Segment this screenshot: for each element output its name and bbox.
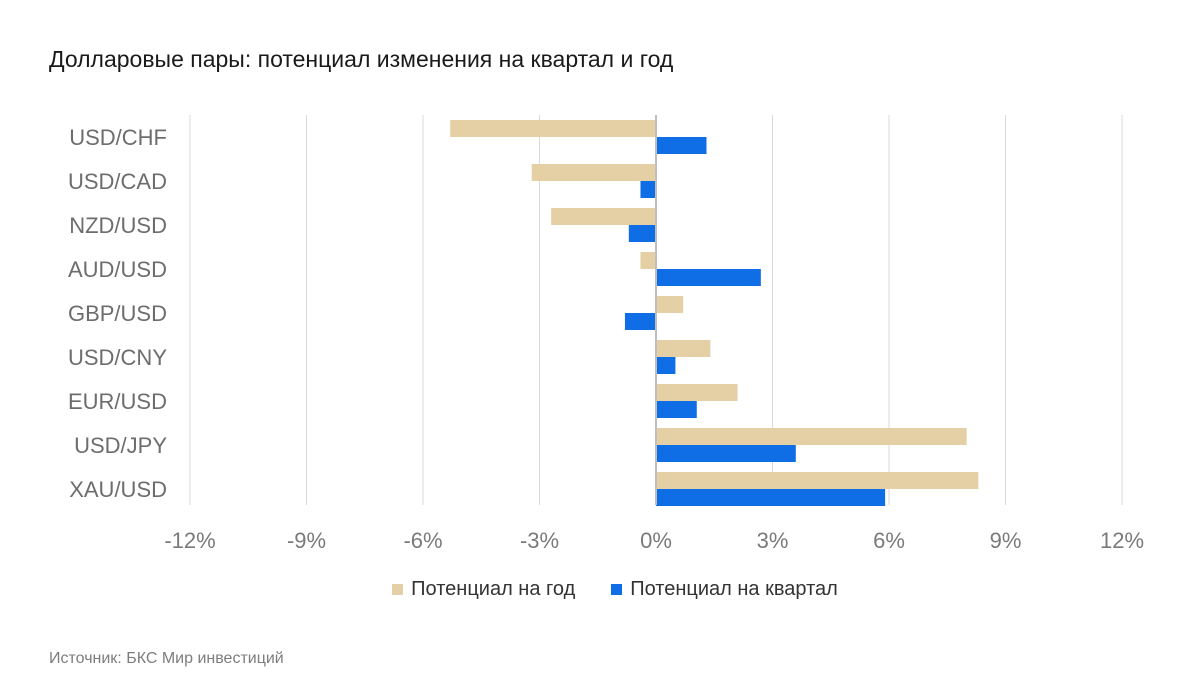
tick-label: -12%	[164, 528, 215, 553]
category-label: XAU/USD	[69, 477, 167, 502]
legend-swatch-year	[392, 584, 404, 595]
category-label: AUD/USD	[68, 257, 167, 282]
bar-chart: USD/CHF USD/CAD NZD/USD AUD/USD GBP/USD USD/C…	[68, 115, 1144, 553]
tick-label: -9%	[287, 528, 326, 553]
bar-year-nzd-usd[interactable]	[551, 208, 656, 225]
bar-year-gbp-usd[interactable]	[656, 296, 684, 313]
bar-year-aud-usd[interactable]	[640, 252, 656, 269]
bar-quarter-eur-usd[interactable]	[656, 401, 697, 418]
source-note: Источник: БКС Мир инвестиций	[49, 650, 284, 667]
category-label: EUR/USD	[68, 389, 167, 414]
bar-year-usd-cny[interactable]	[656, 340, 711, 357]
bar-quarter-nzd-usd[interactable]	[628, 225, 656, 242]
bar-year-usd-chf[interactable]	[450, 120, 656, 137]
tick-label: 6%	[873, 528, 905, 553]
tick-label: 3%	[757, 528, 789, 553]
category-label: NZD/USD	[69, 213, 167, 238]
category-label: USD/JPY	[74, 433, 167, 458]
legend-item-quarter[interactable]: Потенциал на квартал	[611, 578, 838, 601]
bar-year-usd-cad[interactable]	[531, 164, 656, 181]
legend-item-year[interactable]: Потенциал на год	[392, 578, 575, 601]
legend: Потенциал на год Потенциал на квартал	[0, 578, 1200, 601]
bar-quarter-aud-usd[interactable]	[656, 269, 761, 286]
tick-labels: -12% -9% -6% -3% 0% 3% 6% 9% 12%	[164, 528, 1144, 553]
tick-label: -3%	[520, 528, 559, 553]
bar-year-eur-usd[interactable]	[656, 384, 738, 401]
chart-title: Долларовые пары: потенциал изменения на …	[49, 46, 674, 72]
category-label: USD/CNY	[68, 345, 167, 370]
bar-quarter-gbp-usd[interactable]	[624, 313, 656, 330]
bar-quarter-usd-cad[interactable]	[640, 181, 656, 198]
category-label: GBP/USD	[68, 301, 167, 326]
bars	[450, 120, 979, 506]
bar-year-usd-jpy[interactable]	[656, 428, 967, 445]
tick-label: 12%	[1100, 528, 1144, 553]
bar-quarter-usd-jpy[interactable]	[656, 445, 796, 462]
tick-label: 0%	[640, 528, 672, 553]
category-label: USD/CAD	[68, 169, 167, 194]
tick-label: 9%	[990, 528, 1022, 553]
category-labels: USD/CHF USD/CAD NZD/USD AUD/USD GBP/USD USD/C…	[68, 125, 167, 502]
bar-quarter-usd-cny[interactable]	[656, 357, 676, 374]
bar-year-xau-usd[interactable]	[656, 472, 979, 489]
bar-quarter-usd-chf[interactable]	[656, 137, 707, 154]
category-label: USD/CHF	[69, 125, 167, 150]
legend-label-quarter: Потенциал на квартал	[630, 578, 838, 600]
tick-label: -6%	[403, 528, 442, 553]
bar-quarter-xau-usd[interactable]	[656, 489, 886, 506]
legend-label-year: Потенциал на год	[411, 578, 576, 600]
legend-swatch-quarter	[611, 584, 623, 595]
